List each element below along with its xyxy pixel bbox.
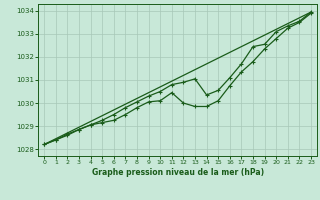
X-axis label: Graphe pression niveau de la mer (hPa): Graphe pression niveau de la mer (hPa) — [92, 168, 264, 177]
